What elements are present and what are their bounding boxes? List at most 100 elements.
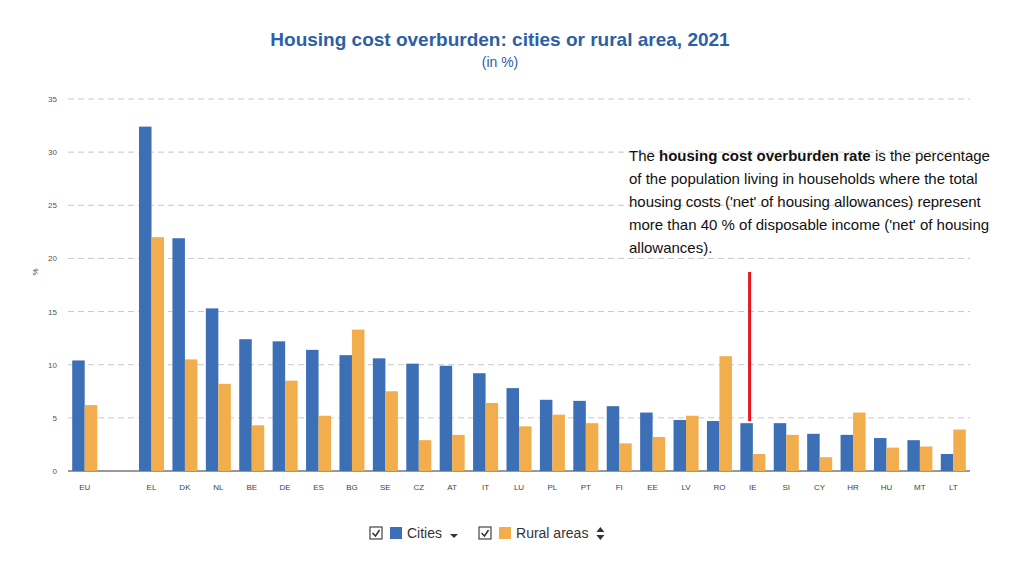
y-axis-label: % — [31, 268, 40, 275]
bar — [519, 426, 532, 471]
bar — [807, 434, 820, 471]
x-tick-label: HU — [881, 483, 893, 492]
pointer-line — [748, 272, 751, 421]
bar — [285, 381, 298, 471]
bar — [907, 440, 920, 471]
legend-check — [373, 530, 380, 536]
y-tick-label: 5 — [53, 414, 58, 423]
x-tick-label: DK — [179, 483, 191, 492]
x-tick-label: SI — [782, 483, 790, 492]
bar — [886, 448, 899, 471]
bar — [440, 366, 453, 471]
y-tick-label: 30 — [48, 148, 57, 157]
y-tick-label: 35 — [48, 95, 57, 104]
x-tick-label: PL — [548, 483, 558, 492]
legend-checkbox[interactable] — [370, 527, 382, 539]
bar — [306, 350, 319, 471]
bar — [419, 440, 432, 471]
y-tick-label: 20 — [48, 254, 57, 263]
x-tick-label: CZ — [413, 483, 424, 492]
bar — [740, 423, 753, 471]
bar — [707, 421, 720, 471]
bar — [586, 423, 599, 471]
bar — [139, 127, 152, 471]
bar — [486, 403, 499, 471]
x-tick-label: AT — [447, 483, 457, 492]
x-tick-label: NL — [213, 483, 224, 492]
x-tick-label: LU — [514, 483, 524, 492]
x-tick-label: HR — [847, 483, 859, 492]
x-tick-label: ES — [313, 483, 324, 492]
bar — [653, 437, 666, 471]
bar — [373, 358, 386, 471]
y-tick-label: 15 — [48, 308, 57, 317]
bar — [540, 400, 553, 471]
bar — [619, 443, 632, 471]
bar — [573, 401, 586, 471]
bar — [853, 413, 866, 471]
x-tick-label: IE — [749, 483, 757, 492]
y-tick-label: 25 — [48, 201, 57, 210]
bar — [152, 237, 165, 471]
bar — [552, 415, 565, 471]
bar — [218, 384, 231, 471]
x-tick-label: MT — [914, 483, 926, 492]
subtitle: (in %) — [482, 54, 519, 70]
legend-item[interactable]: Rural areas — [479, 525, 604, 541]
bar — [473, 373, 486, 471]
bar — [607, 406, 620, 471]
bar — [406, 364, 419, 471]
annotation-text: housing cost overburden rate — [659, 147, 871, 164]
bar — [206, 308, 219, 471]
annotation: The housing cost overburden rate is the … — [629, 144, 1005, 259]
bar — [85, 405, 98, 471]
bar — [273, 341, 286, 471]
title: Housing cost overburden: cities or rural… — [270, 29, 730, 50]
x-tick-label: EU — [79, 483, 90, 492]
legend-label: Cities — [407, 525, 442, 541]
x-tick-label: PT — [581, 483, 591, 492]
y-tick-label: 0 — [53, 467, 58, 476]
bar — [953, 430, 966, 471]
bar — [686, 416, 699, 471]
bar — [920, 447, 933, 471]
annotation-text: The — [629, 147, 659, 164]
bar — [339, 355, 352, 471]
grid-line — [68, 99, 970, 100]
x-tick-label: DE — [280, 483, 291, 492]
x-tick-label: RO — [713, 483, 725, 492]
x-tick-label: LT — [949, 483, 958, 492]
x-tick-label: EL — [147, 483, 157, 492]
sort-icon[interactable] — [596, 527, 604, 540]
bar — [385, 391, 398, 471]
legend-swatch — [390, 527, 402, 539]
bar — [239, 339, 252, 471]
bar — [841, 435, 854, 471]
legend-item[interactable]: Cities — [370, 525, 458, 541]
bar — [252, 425, 264, 471]
legend-checkbox[interactable] — [479, 527, 491, 539]
grid-line — [68, 364, 970, 365]
legend-check — [482, 530, 489, 536]
bar — [874, 438, 887, 471]
bar — [452, 435, 465, 471]
grid-line — [68, 258, 970, 259]
bar — [507, 388, 520, 471]
bar — [72, 360, 85, 471]
x-tick-label: LV — [681, 483, 691, 492]
x-tick-label: CY — [814, 483, 826, 492]
bar — [674, 420, 687, 471]
bar — [753, 454, 766, 471]
bar — [719, 356, 732, 471]
legend-label: Rural areas — [516, 525, 588, 541]
y-tick-label: 10 — [48, 361, 57, 370]
x-tick-label: IT — [482, 483, 489, 492]
x-tick-label: SE — [380, 483, 391, 492]
bar — [319, 416, 332, 471]
legend-swatch — [499, 527, 511, 539]
x-tick-label: BE — [246, 483, 257, 492]
bar — [185, 359, 198, 471]
sort-icon[interactable] — [450, 534, 458, 538]
bar — [640, 413, 653, 471]
bar — [786, 435, 799, 471]
